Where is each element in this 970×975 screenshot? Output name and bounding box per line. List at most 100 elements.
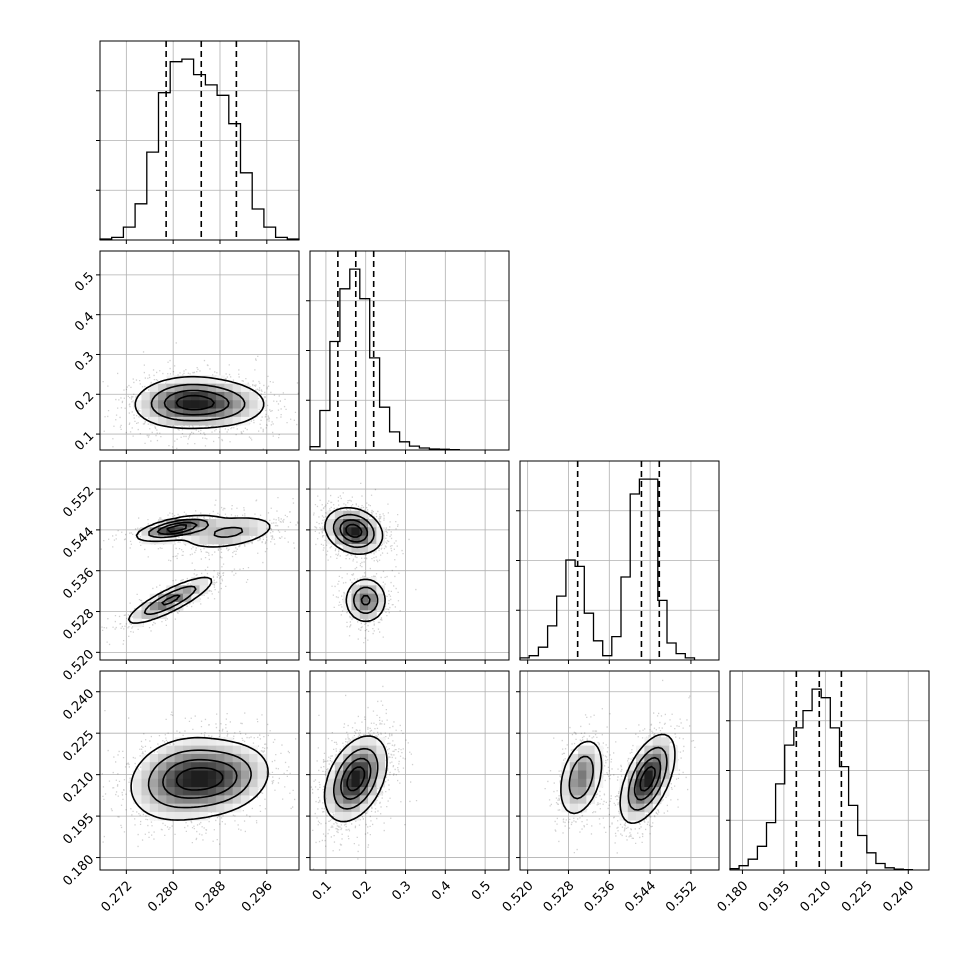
density-cell: [351, 803, 361, 813]
density-cell: [249, 753, 258, 763]
density-cell: [191, 811, 200, 821]
histogram-step: [309, 268, 460, 451]
density-cell: [594, 753, 604, 763]
density-cell: [182, 408, 192, 418]
density-cell: [586, 762, 596, 771]
grid-lines: [100, 41, 299, 240]
y-tick-label: 0.552: [60, 484, 97, 521]
density-cell: [141, 391, 151, 401]
density-cell: [343, 527, 352, 537]
density-cell: [199, 811, 209, 821]
y-tick-label: 0.2: [72, 389, 97, 414]
x-tick-label: 0.240: [880, 878, 917, 915]
density-cell: [619, 811, 629, 821]
contour-line: [323, 735, 388, 823]
density-panel-3-1: [310, 685, 418, 870]
grid-lines: [310, 251, 509, 450]
density-cell: [141, 610, 151, 619]
x-tick-label: 0.288: [192, 878, 229, 915]
density-cell: [569, 753, 579, 763]
x-tick-label: 0.195: [756, 878, 793, 915]
density-cell: [326, 519, 336, 528]
density-cell: [182, 778, 192, 788]
density-cell: [207, 383, 217, 393]
contour-line: [127, 514, 271, 624]
density-cell: [158, 745, 167, 755]
density-cell: [359, 762, 369, 771]
density-cell: [359, 737, 369, 747]
density-cell: [368, 770, 377, 780]
density-cell: [594, 770, 604, 780]
density-cell: [326, 787, 336, 796]
density-cell: [578, 795, 587, 805]
density-cell: [619, 795, 629, 805]
y-tick-label: 0.4: [72, 309, 97, 334]
density-cell: [166, 585, 176, 595]
density-cell: [644, 778, 654, 788]
density-cell: [191, 778, 200, 788]
density-cell: [644, 762, 654, 771]
density-cell: [368, 519, 377, 528]
density-cell: [166, 416, 176, 426]
y-tick-label: 0.5: [72, 270, 97, 295]
density-cell: [644, 803, 654, 813]
density-cell: [182, 795, 192, 805]
density-panel-2-1: [310, 482, 417, 644]
density-cell: [141, 535, 151, 545]
density-cell: [359, 593, 369, 603]
density-cell: [249, 519, 258, 528]
y-tick-label: 0.225: [60, 728, 97, 765]
density-cell: [636, 753, 645, 763]
density-cell: [158, 391, 167, 401]
density-cell: [359, 778, 369, 788]
grid-lines: [310, 671, 509, 870]
density-cell: [351, 737, 361, 747]
density-cell: [669, 745, 678, 755]
density-cell: [141, 803, 151, 813]
density-cell: [240, 535, 250, 545]
density-cell: [141, 762, 151, 771]
grid-lines: [100, 461, 299, 660]
density-cell: [351, 787, 361, 796]
contour-line: [150, 383, 246, 422]
x-tick-label: 0.544: [622, 878, 659, 915]
density-cell: [216, 535, 225, 545]
density-cell: [351, 543, 361, 553]
density-cell: [207, 795, 217, 805]
density-cell: [644, 795, 654, 805]
density-cell: [141, 778, 151, 788]
panel-frame: [99, 40, 300, 241]
x-tick-label: 0.280: [145, 878, 182, 915]
density-cell: [359, 601, 369, 611]
density-cell: [149, 601, 159, 611]
density-cell: [334, 803, 344, 813]
density-cell: [174, 375, 184, 385]
density-cell: [343, 745, 352, 755]
density-cell: [326, 527, 336, 537]
density-cell: [232, 527, 242, 537]
density-cell: [359, 610, 369, 619]
density-cell: [149, 535, 159, 545]
density-cell: [216, 408, 225, 418]
density-cell: [669, 753, 678, 763]
panel-frame: [729, 670, 930, 871]
contour-line: [333, 747, 379, 810]
density-cell: [376, 753, 386, 763]
density-cell: [224, 753, 234, 763]
density-cell: [660, 745, 670, 755]
density-cell: [191, 400, 200, 409]
density-cell: [149, 408, 159, 418]
x-tick-label: 0.4: [429, 878, 454, 903]
density-cell: [224, 408, 234, 418]
density-cell: [257, 778, 267, 788]
contour-line: [339, 519, 371, 606]
density-cell: [199, 737, 209, 747]
density-cell: [182, 770, 192, 780]
density-cell: [368, 610, 377, 619]
density-cell: [644, 745, 654, 755]
density-cell: [182, 535, 192, 545]
x-tick-label: 0.5: [469, 878, 494, 903]
density-cell: [376, 585, 386, 595]
y-tick-label: 0.544: [60, 525, 97, 562]
density-cell: [326, 778, 336, 788]
